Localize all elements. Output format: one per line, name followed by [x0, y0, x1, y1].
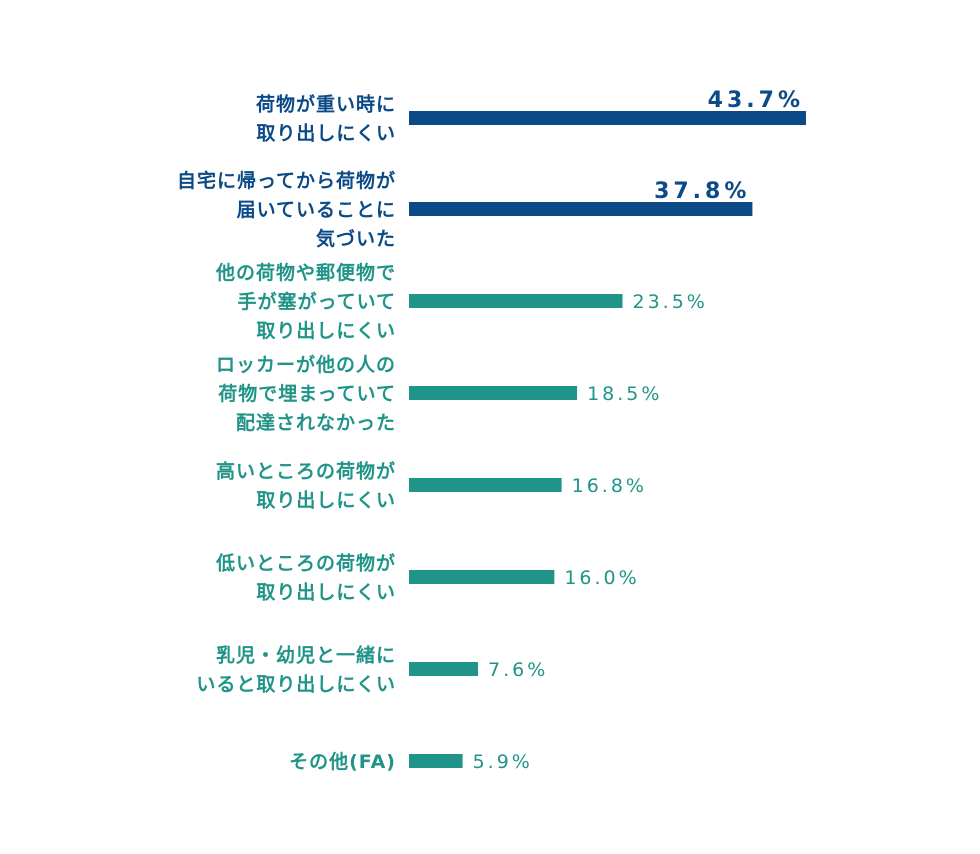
value-label: 18.5%	[587, 383, 662, 405]
value-label: 43.7%	[708, 88, 804, 113]
bar	[409, 478, 562, 492]
category-label-line: ロッカーが他の人の	[216, 353, 396, 376]
bar	[409, 754, 463, 768]
value-label: 5.9%	[473, 751, 533, 773]
category-label-line: 高いところの荷物が	[216, 460, 396, 483]
category-label: 自宅に帰ってから荷物が届いていることに気づいた	[177, 169, 396, 250]
category-label-line: 気づいた	[316, 227, 396, 250]
value-label: 7.6%	[488, 659, 548, 681]
value-label: 37.8%	[654, 179, 750, 204]
category-label: 他の荷物や郵便物で手が塞がっていて取り出しにくい	[215, 261, 396, 342]
category-label-line: いると取り出しにくい	[196, 673, 396, 696]
bar	[409, 386, 578, 400]
category-label-line: 低いところの荷物が	[215, 552, 396, 575]
category-label-line: 乳児・幼児と一緒に	[216, 644, 396, 667]
category-label-line: 取り出しにくい	[256, 122, 396, 145]
category-label-line: 取り出しにくい	[256, 319, 396, 342]
category-label-line: 配達されなかった	[236, 411, 396, 434]
category-label: ロッカーが他の人の荷物で埋まっていて配達されなかった	[216, 353, 396, 434]
category-label-line: 取り出しにくい	[256, 489, 396, 512]
category-label: 高いところの荷物が取り出しにくい	[216, 460, 396, 512]
bar	[409, 570, 555, 584]
category-label-line: 荷物で埋まっていて	[218, 382, 396, 405]
value-label: 16.0%	[564, 567, 639, 589]
category-label: 荷物が重い時に取り出しにくい	[256, 93, 396, 145]
bar	[409, 202, 753, 216]
category-label-line: その他(FA)	[289, 750, 396, 773]
bar	[409, 111, 806, 125]
category-label-line: 他の荷物や郵便物で	[215, 261, 396, 284]
category-label: その他(FA)	[289, 750, 396, 773]
category-label-line: 荷物が重い時に	[256, 93, 396, 116]
category-label-line: 自宅に帰ってから荷物が	[177, 169, 396, 192]
category-label: 乳児・幼児と一緒にいると取り出しにくい	[196, 644, 396, 696]
bar	[409, 294, 623, 308]
category-label: 低いところの荷物が取り出しにくい	[215, 552, 396, 604]
value-label: 23.5%	[632, 291, 707, 313]
value-label: 16.8%	[572, 475, 647, 497]
category-label-line: 取り出しにくい	[256, 581, 396, 604]
category-label-line: 届いていることに	[237, 199, 396, 221]
bar	[409, 662, 479, 676]
category-label-line: 手が塞がっていて	[238, 290, 396, 313]
